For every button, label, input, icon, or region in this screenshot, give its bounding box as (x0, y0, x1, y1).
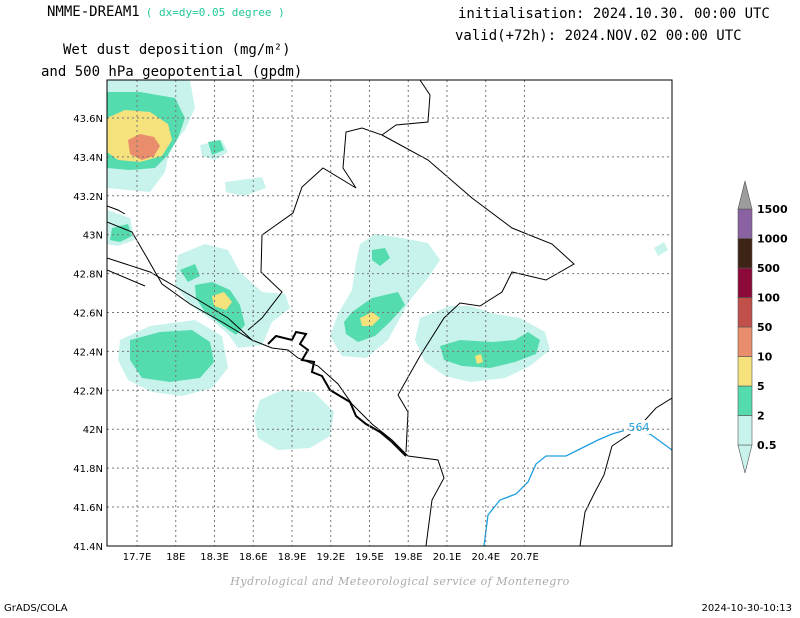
geopotential-contour (483, 429, 672, 546)
model-title: NMME-DREAM1 ( dx=dy=0.05 degree ) (47, 4, 285, 20)
deposition-light-areas (107, 80, 668, 450)
variable-title-line1: Wet dust deposition (mg/m²) (63, 42, 291, 58)
colorbar-label: 5 (757, 380, 765, 393)
colorbar-label: 10 (757, 351, 773, 364)
colorbar-label: 0.5 (757, 439, 777, 452)
lon-tick-label: 19.8E (394, 552, 423, 563)
latitude-labels: 43.6N 43.4N 43.2N 43N 42.8N 42.6N 42.4N 42.2N 42… (73, 114, 103, 553)
map-frame (106, 79, 673, 547)
lon-tick-label: 20.4E (471, 552, 500, 563)
longitude-labels: 17.7E 18E 18.3E 18.6E 18.9E 19.2E 19.5E 19.8E 20… (123, 552, 539, 563)
colorbar-box (737, 415, 753, 446)
lat-tick-label: 41.8N (73, 464, 103, 475)
lat-tick-label: 43N (83, 231, 103, 242)
contour-label: 564 (629, 421, 650, 434)
colorbar-label: 1000 (757, 233, 788, 246)
country-borders (107, 80, 672, 546)
lon-tick-label: 18.6E (239, 552, 268, 563)
colorbar-box (737, 267, 753, 298)
colorbar-box (737, 208, 753, 239)
colorbar-label: 1500 (757, 203, 788, 216)
lon-tick-label: 20.1E (433, 552, 462, 563)
lat-tick-label: 42.4N (73, 347, 103, 358)
lat-tick-label: 42.8N (73, 270, 103, 281)
colorbar-label: 500 (757, 262, 780, 275)
lon-tick-label: 19.2E (316, 552, 345, 563)
lat-tick-label: 43.2N (73, 192, 103, 203)
lat-tick-label: 43.4N (73, 153, 103, 164)
map-fields (107, 80, 672, 546)
initialisation-time: initialisation: 2024.10.30. 00:00 UTC (458, 6, 770, 22)
lat-tick-label: 42.6N (73, 309, 103, 320)
lon-tick-label: 20.7E (510, 552, 539, 563)
lon-tick-label: 17.7E (123, 552, 152, 563)
lon-tick-label: 18.9E (278, 552, 307, 563)
colorbar: 0.5 2 5 10 50 100 500 1000 1500 (737, 180, 788, 474)
colorbar-label: 100 (757, 292, 780, 305)
lat-tick-label: 41.4N (73, 542, 103, 553)
colorbar-label: 2 (757, 410, 765, 423)
lon-tick-label: 18E (166, 552, 185, 563)
valid-time: valid(+72h): 2024.NOV.02 00:00 UTC (455, 28, 742, 44)
lat-tick-label: 41.6N (73, 503, 103, 514)
software-label: GrADS/COLA (4, 603, 68, 614)
colorbar-box (737, 326, 753, 357)
variable-title-line2: and 500 hPa geopotential (gpdm) (41, 64, 303, 80)
model-name: NMME-DREAM1 (47, 4, 140, 20)
gridlines (107, 80, 672, 546)
credit-text: Hydrological and Meteorological service … (230, 575, 570, 588)
colorbar-box (737, 356, 753, 387)
lat-tick-label: 42N (83, 425, 103, 436)
lon-tick-label: 19.5E (355, 552, 384, 563)
lat-tick-label: 42.2N (73, 386, 103, 397)
model-resolution: ( dx=dy=0.05 degree ) (145, 6, 285, 19)
timestamp-label: 2024-10-30-10:13 (701, 603, 792, 614)
contour-label-bg (624, 420, 654, 434)
coastline-detail (267, 330, 407, 457)
colorbar-label: 50 (757, 321, 773, 334)
colorbar-lower-arrow (737, 444, 753, 474)
colorbar-box (737, 238, 753, 269)
colorbar-box (737, 385, 753, 416)
lat-tick-label: 43.6N (73, 114, 103, 125)
colorbar-box (737, 297, 753, 328)
deposition-peak-areas (128, 134, 160, 160)
colorbar-upper-arrow (737, 180, 753, 210)
lon-tick-label: 18.3E (200, 552, 229, 563)
